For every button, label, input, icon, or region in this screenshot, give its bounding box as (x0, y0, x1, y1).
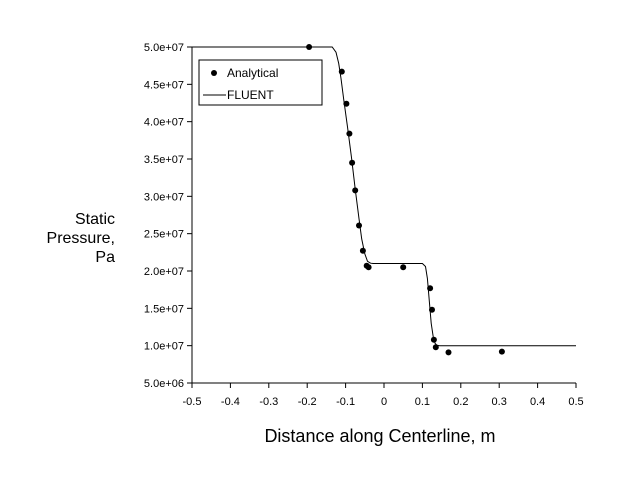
x-tick-label: -0.2 (298, 396, 317, 408)
data-point-analytical (445, 349, 452, 356)
series-line-fluent (192, 46, 576, 347)
legend: Analytical FLUENT (198, 59, 323, 106)
legend-label-fluent: FLUENT (227, 88, 274, 102)
y-tick-label: 2.5e+07 (144, 229, 184, 241)
data-point-analytical (356, 222, 362, 229)
y-tick-label: 3.5e+07 (144, 154, 184, 166)
legend-label-analytical: Analytical (227, 66, 278, 80)
y-tick-label: 5.0e+07 (144, 42, 184, 54)
x-tick-label: 0 (381, 396, 387, 408)
legend-box (198, 59, 323, 106)
x-tick-label: 0.1 (415, 396, 430, 408)
y-tick-label: 3.0e+07 (144, 191, 184, 203)
y-tick-label: 1.5e+07 (144, 303, 184, 315)
x-tick-label: 0.5 (568, 396, 583, 408)
y-tick-label: 1.0e+07 (144, 341, 184, 353)
data-point-analytical (400, 264, 407, 271)
data-point-analytical (498, 348, 505, 355)
x-tick-label: -0.4 (221, 396, 240, 408)
x-tick-label: -0.3 (259, 396, 278, 408)
y-ticks: 5.0e+06 1.0e+07 1.5e+07 2.0e+07 2.5e+07 3.0e+… (144, 42, 192, 390)
x-axis-title: Distance along Centerline, m (264, 426, 495, 446)
x-tick-label: 0.3 (492, 396, 507, 408)
y-axis-title-line-1: Static (75, 211, 115, 228)
legend-marker-analytical (211, 70, 217, 76)
y-axis-title-line-2: Pressure, (47, 230, 115, 247)
y-tick-label: 4.0e+07 (144, 117, 184, 129)
x-ticks: -0.5 -0.4 -0.3 -0.2 -0.1 0 0.1 0.2 0.3 0.4 0.5 (183, 383, 584, 408)
y-axis-title: Static Pressure, Pa (47, 211, 116, 266)
plot-series (192, 44, 576, 356)
y-axis-title-line-3: Pa (95, 249, 115, 266)
data-point-analytical (365, 264, 372, 271)
x-tick-label: 0.4 (530, 396, 545, 408)
x-tick-label: -0.5 (183, 396, 202, 408)
x-tick-label: 0.2 (453, 396, 468, 408)
y-tick-label: 5.0e+06 (144, 378, 184, 390)
x-tick-label: -0.1 (336, 396, 355, 408)
y-tick-label: 2.0e+07 (144, 266, 184, 278)
data-point-analytical (346, 130, 353, 137)
y-tick-label: 4.5e+07 (144, 79, 184, 91)
